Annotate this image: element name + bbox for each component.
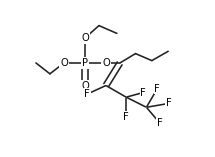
Text: P: P [82, 58, 88, 68]
Text: F: F [154, 84, 160, 94]
Text: F: F [166, 98, 172, 108]
Text: F: F [84, 89, 90, 99]
Text: F: F [140, 87, 146, 97]
Text: F: F [157, 118, 163, 128]
Text: O: O [60, 58, 68, 68]
Text: O: O [102, 58, 110, 68]
Text: F: F [123, 112, 129, 122]
Text: O: O [81, 81, 89, 90]
Text: O: O [81, 33, 89, 43]
